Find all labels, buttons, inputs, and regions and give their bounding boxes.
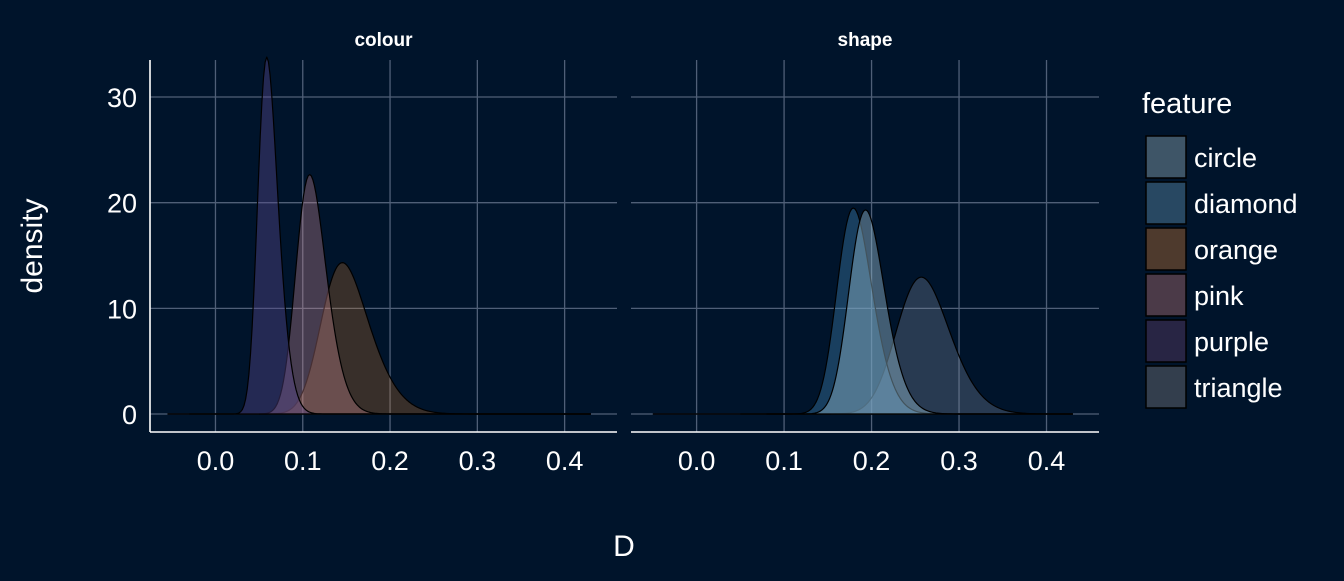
legend-key-circle: [1145, 135, 1187, 179]
x-tick-label: 0.0: [197, 446, 235, 476]
density-area-triangle: [766, 277, 1073, 415]
legend-key-diamond: [1145, 181, 1187, 225]
x-tick-label: 0.0: [678, 446, 716, 476]
legend-label-purple: purple: [1194, 327, 1269, 357]
facet-title-shape: shape: [838, 30, 893, 51]
y-tick-label: 20: [107, 189, 137, 219]
x-tick-label: 0.1: [765, 446, 803, 476]
density-area-diamond: [652, 208, 1073, 415]
y-tick-label: 0: [122, 400, 137, 430]
density-area-purple: [167, 57, 591, 415]
density-area-orange: [259, 262, 591, 415]
legend-label-pink: pink: [1194, 281, 1244, 311]
legend-title: feature: [1142, 88, 1232, 120]
legend-label-diamond: diamond: [1194, 189, 1298, 219]
x-tick-label: 0.2: [853, 446, 891, 476]
x-tick-label: 0.3: [940, 446, 978, 476]
y-tick-label: 10: [107, 294, 137, 324]
legend-key-triangle: [1145, 365, 1187, 409]
facet-title-colour: colour: [354, 30, 413, 51]
panel-shape: [652, 207, 1073, 415]
legend: feature circle diamond orange pink purple tria…: [1142, 88, 1298, 409]
x-tick-label: 0.3: [459, 446, 497, 476]
x-tick-label: 0.2: [371, 446, 409, 476]
legend-key-purple: [1145, 319, 1187, 363]
x-tick-label: 0.4: [546, 446, 584, 476]
legend-label-triangle: triangle: [1194, 373, 1283, 403]
legend-key-pink: [1145, 273, 1187, 317]
y-axis-title: density: [16, 198, 49, 293]
y-tick-label: 30: [107, 83, 137, 113]
legend-label-circle: circle: [1194, 143, 1257, 173]
x-tick-label: 0.4: [1028, 446, 1066, 476]
legend-key-orange: [1145, 227, 1187, 271]
panel-colour: [167, 56, 591, 415]
x-tick-label: 0.1: [284, 446, 322, 476]
x-axis-title: D: [613, 530, 635, 563]
legend-label-orange: orange: [1194, 235, 1278, 265]
